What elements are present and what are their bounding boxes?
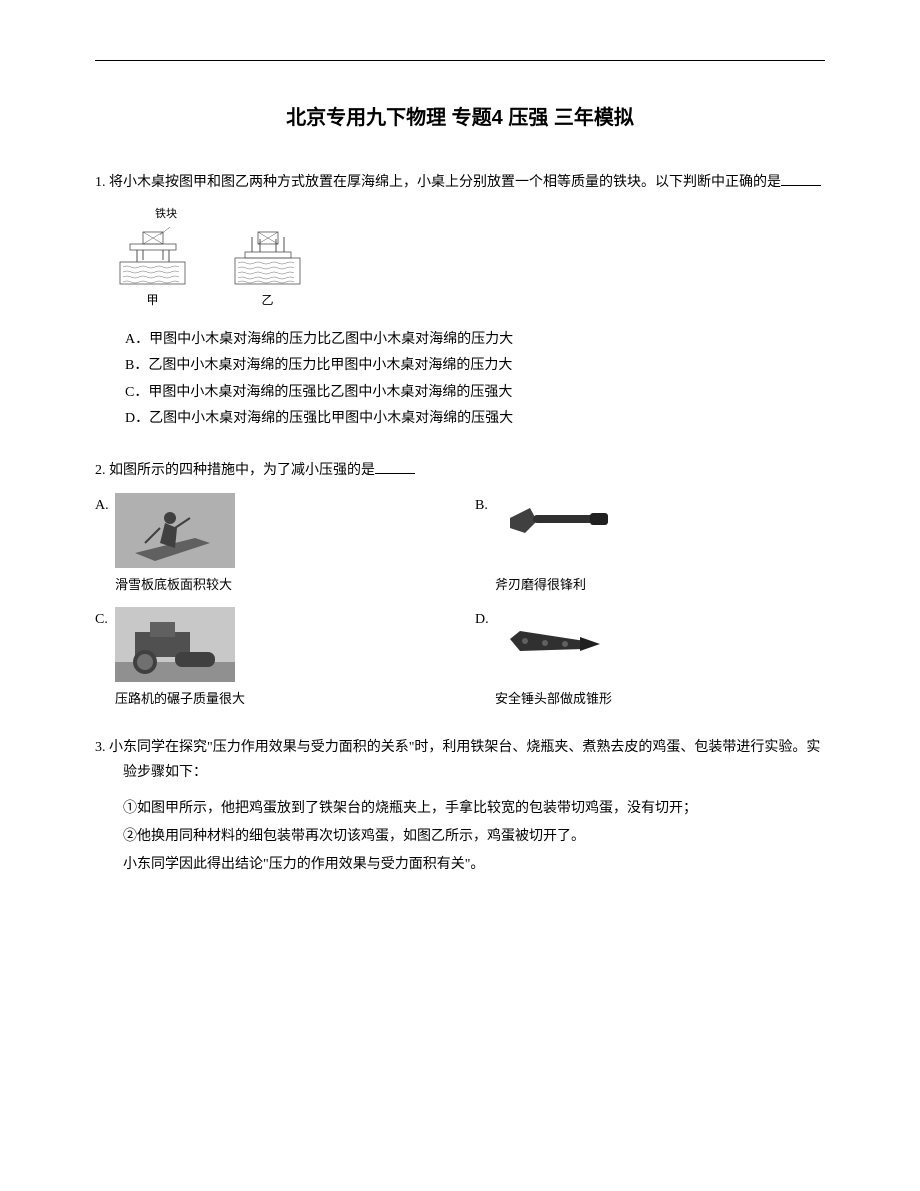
- q2-option-c: C. 压路机的碾子质量很大: [95, 607, 445, 710]
- q1-option-d: D．乙图中小木桌对海绵的压强比甲图中小木桌对海绵的压强大: [125, 406, 825, 433]
- q2-image-skier: [115, 493, 235, 568]
- q3-step1: ①如图甲所示，他把鸡蛋放到了铁架台的烧瓶夹上，手拿比较宽的包装带切鸡蛋，没有切开…: [123, 795, 825, 823]
- question-3: 3. 小东同学在探究"压力作用效果与受力面积的关系"时，利用铁架台、烧瓶夹、煮熟…: [95, 735, 825, 879]
- q3-intro-text: 小东同学在探究"压力作用效果与受力面积的关系"时，利用铁架台、烧瓶夹、煮熟去皮的…: [109, 740, 820, 780]
- q2-caption-a: 滑雪板底板面积较大: [115, 573, 445, 596]
- setup-yi-diagram: [230, 227, 305, 287]
- iron-block-label: 铁块: [155, 205, 805, 225]
- setup-jia: 甲: [115, 227, 190, 312]
- q2-caption-c: 压路机的碾子质量很大: [115, 687, 445, 710]
- q2-image-roller: [115, 607, 235, 682]
- q3-step2: ②他换用同种材料的细包装带再次切该鸡蛋，如图乙所示，鸡蛋被切开了。: [123, 823, 825, 851]
- q1-option-b: B．乙图中小木桌对海绵的压力比甲图中小木桌对海绵的压力大: [125, 353, 825, 380]
- q1-blank: [781, 185, 821, 186]
- q1-option-c: C．甲图中小木桌对海绵的压强比乙图中小木桌对海绵的压强大: [125, 380, 825, 407]
- q2-blank: [375, 473, 415, 474]
- q2-caption-d: 安全锤头部做成锥形: [495, 687, 825, 710]
- q2-option-b: B. 斧刃磨得很锋利: [475, 493, 825, 596]
- q1-figure: 铁块: [115, 205, 805, 311]
- q1-option-a: A．甲图中小木桌对海绵的压力比乙图中小木桌对海绵的压力大: [125, 327, 825, 354]
- q2-label-b: B.: [475, 493, 495, 518]
- q2-label-c: C.: [95, 607, 115, 632]
- q1-number: 1.: [95, 175, 106, 190]
- q1-options: A．甲图中小木桌对海绵的压力比乙图中小木桌对海绵的压力大 B．乙图中小木桌对海绵…: [95, 327, 825, 433]
- q3-conclusion: 小东同学因此得出结论"压力的作用效果与受力面积有关"。: [123, 851, 825, 879]
- question-2: 2. 如图所示的四种措施中，为了减小压强的是 A. 滑雪板底板面积较大: [95, 458, 825, 710]
- setup-jia-label: 甲: [146, 290, 158, 312]
- q3-intro: 3. 小东同学在探究"压力作用效果与受力面积的关系"时，利用铁架台、烧瓶夹、煮熟…: [95, 735, 825, 785]
- q2-number: 2.: [95, 463, 106, 478]
- q2-image-hammer: [495, 607, 615, 682]
- q2-label-d: D.: [475, 607, 495, 632]
- q2-label-a: A.: [95, 493, 115, 518]
- q1-body: 将小木桌按图甲和图乙两种方式放置在厚海绵上，小桌上分别放置一个相等质量的铁块。以…: [109, 175, 781, 190]
- setup-yi: 乙: [230, 227, 305, 312]
- q2-text: 2. 如图所示的四种措施中，为了减小压强的是: [95, 458, 825, 483]
- q3-body: ①如图甲所示，他把鸡蛋放到了铁架台的烧瓶夹上，手拿比较宽的包装带切鸡蛋，没有切开…: [95, 795, 825, 879]
- q2-body: 如图所示的四种措施中，为了减小压强的是: [109, 463, 375, 478]
- q2-option-d: D. 安全锤头部做成锥形: [475, 607, 825, 710]
- document-title: 北京专用九下物理 专题4 压强 三年模拟: [95, 101, 825, 130]
- q2-option-a: A. 滑雪板底板面积较大: [95, 493, 445, 596]
- question-1: 1. 将小木桌按图甲和图乙两种方式放置在厚海绵上，小桌上分别放置一个相等质量的铁…: [95, 170, 825, 433]
- setup-jia-diagram: [115, 227, 190, 287]
- q2-caption-b: 斧刃磨得很锋利: [495, 573, 825, 596]
- q2-options-grid: A. 滑雪板底板面积较大 B.: [95, 493, 825, 710]
- q1-text: 1. 将小木桌按图甲和图乙两种方式放置在厚海绵上，小桌上分别放置一个相等质量的铁…: [95, 170, 825, 195]
- setup-yi-label: 乙: [261, 290, 273, 312]
- q3-number: 3.: [95, 740, 106, 755]
- top-rule-line: [95, 60, 825, 61]
- q2-image-axe: [495, 493, 615, 568]
